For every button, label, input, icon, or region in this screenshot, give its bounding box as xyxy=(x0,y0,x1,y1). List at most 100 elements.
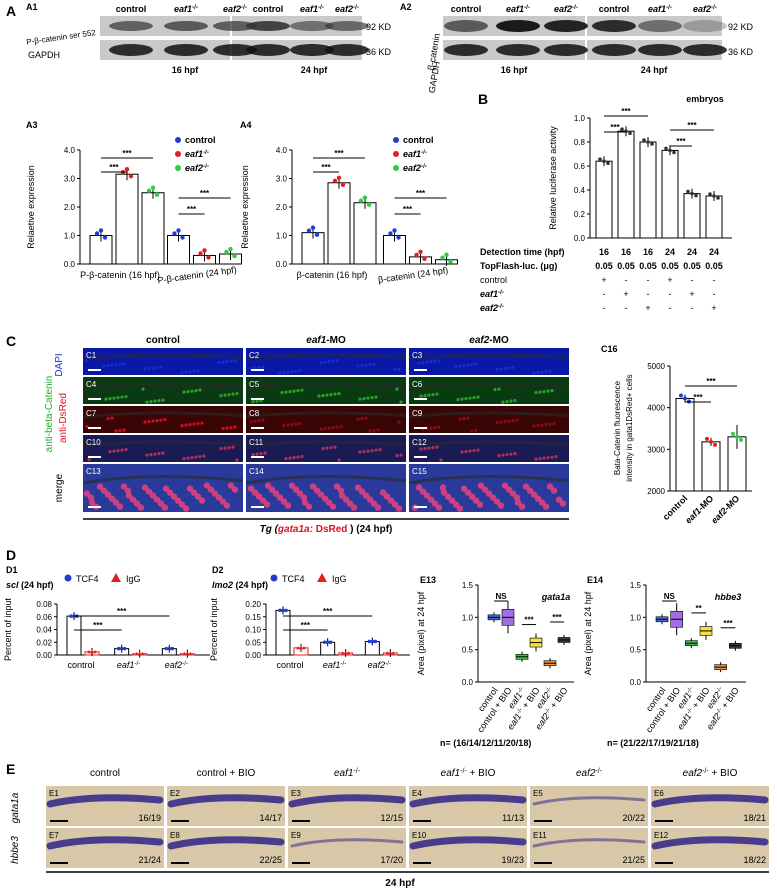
significance-label: *** xyxy=(687,121,697,130)
cell-signal xyxy=(196,369,200,373)
cell-signal xyxy=(417,361,421,365)
blot-band xyxy=(592,20,636,32)
table-cell: - xyxy=(691,275,694,285)
cell-signal xyxy=(153,452,157,456)
cell-signal xyxy=(196,422,200,426)
table-row-label: Detection time (hpf) xyxy=(480,247,565,257)
cell-signal xyxy=(538,499,546,506)
column-title: control + BIO xyxy=(197,768,256,779)
cell-signal xyxy=(542,503,550,510)
significance-label: *** xyxy=(610,123,620,132)
cell-signal xyxy=(194,389,198,393)
cell-signal xyxy=(342,496,350,503)
blot-band xyxy=(544,20,588,32)
cell-signal xyxy=(292,389,296,393)
data-point xyxy=(620,127,624,131)
cell-signal xyxy=(188,370,192,374)
y-tick-label: 0.4 xyxy=(574,186,586,195)
cell-signal xyxy=(433,359,437,363)
tissue-edge xyxy=(82,440,244,448)
y-tick-label: 1.0 xyxy=(462,613,474,622)
cell-signal xyxy=(153,399,157,403)
table-row-label: control xyxy=(480,275,507,285)
significance-label: *** xyxy=(403,205,413,214)
data-point xyxy=(709,439,713,444)
data-point xyxy=(325,640,330,645)
row-label: hbbe3 xyxy=(10,836,21,864)
subpanel-id: A4 xyxy=(240,120,252,130)
cell-signal xyxy=(393,368,397,372)
cell-signal xyxy=(116,449,120,453)
blot-band xyxy=(246,21,290,31)
cell-signal xyxy=(499,420,503,424)
cell-signal xyxy=(503,367,507,371)
cell-signal xyxy=(112,396,116,400)
cell-signal xyxy=(546,389,550,393)
legend-triangle xyxy=(317,573,327,582)
data-point xyxy=(332,178,338,183)
subpanel-id: A3 xyxy=(26,120,38,130)
significance-label: *** xyxy=(323,607,333,616)
cell-signal xyxy=(439,458,443,462)
cell-signal xyxy=(354,484,362,491)
cell-signal xyxy=(198,497,206,504)
cell-signal xyxy=(85,425,89,429)
legend-label: control xyxy=(185,135,216,145)
cell-signal xyxy=(190,389,194,393)
y-tick-label: 1.5 xyxy=(630,581,642,590)
microscopy-tile xyxy=(409,377,569,404)
y-tick-label: 0.06 xyxy=(36,613,52,622)
cell-signal xyxy=(137,504,145,511)
cell-signal xyxy=(399,400,403,404)
cell-signal xyxy=(301,499,309,506)
lane-label: eaf1-/- xyxy=(174,4,198,15)
cell-signal xyxy=(507,419,511,423)
cell-signal xyxy=(114,429,118,433)
cell-signal xyxy=(231,486,239,493)
legend-dot xyxy=(175,165,181,171)
table-cell: 0.05 xyxy=(595,261,613,271)
cell-signal xyxy=(337,487,345,494)
ratio-label: 17/20 xyxy=(380,855,403,865)
data-point xyxy=(606,161,610,165)
significance-label: *** xyxy=(321,163,331,172)
subpanel-id: A1 xyxy=(26,2,38,12)
table-cell: - xyxy=(647,289,650,299)
significance-label: *** xyxy=(723,619,733,628)
lane-label: control xyxy=(599,4,630,14)
data-point xyxy=(716,196,720,200)
y-axis-label: Percent of input xyxy=(209,597,219,661)
data-point xyxy=(343,651,348,655)
x-tick-label: β-catenin (16 hpf) xyxy=(297,270,368,280)
x-tick-label: eaf2-MO xyxy=(709,493,741,525)
table-cell: - xyxy=(625,275,628,285)
subpanel-id: E14 xyxy=(587,575,603,585)
cell-signal xyxy=(339,425,343,429)
cell-signal xyxy=(536,424,540,428)
cell-signal xyxy=(395,505,403,512)
ish-tile xyxy=(288,828,406,868)
cell-signal xyxy=(215,494,223,501)
legend-label: IgG xyxy=(126,574,141,584)
cell-signal xyxy=(460,485,468,492)
data-point xyxy=(422,256,427,262)
stained-cells xyxy=(651,836,769,850)
significance-label: *** xyxy=(109,163,119,172)
y-tick-label: 0.5 xyxy=(462,646,474,655)
cell-signal xyxy=(331,359,335,363)
cell-signal xyxy=(100,487,108,494)
stained-cells xyxy=(409,836,527,850)
bar xyxy=(661,149,679,239)
cell-signal xyxy=(474,362,478,366)
gene-label: gata1a xyxy=(541,592,571,602)
panel-letter: E xyxy=(6,761,15,777)
table-cell: - xyxy=(669,289,672,299)
cell-signal xyxy=(374,448,378,452)
data-point xyxy=(124,167,130,172)
cell-signal xyxy=(540,370,544,374)
cell-signal xyxy=(186,485,194,492)
cell-signal xyxy=(221,360,225,364)
lane-label: eaf2-/- xyxy=(223,4,247,15)
cell-signal xyxy=(489,494,497,501)
cell-signal xyxy=(327,426,331,430)
